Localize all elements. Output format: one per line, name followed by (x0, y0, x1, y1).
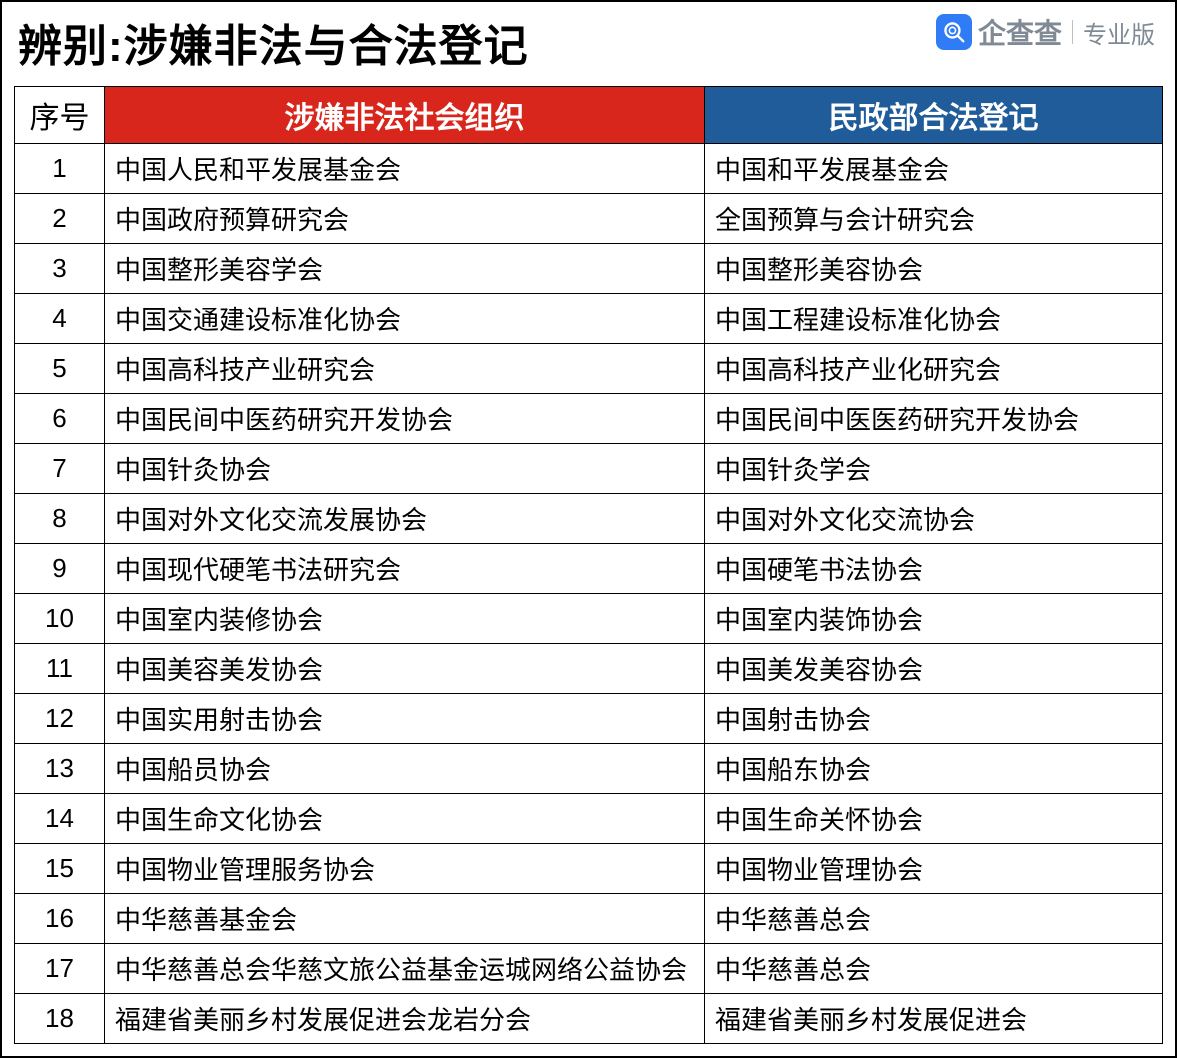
cell-illegal: 中国高科技产业研究会 (105, 344, 705, 394)
cell-legal: 中国生命关怀协会 (705, 794, 1163, 844)
cell-legal: 中国硬笔书法协会 (705, 544, 1163, 594)
cell-illegal: 中国实用射击协会 (105, 694, 705, 744)
table-row: 6中国民间中医药研究开发协会中国民间中医医药研究开发协会 (15, 394, 1163, 444)
cell-legal: 中国高科技产业化研究会 (705, 344, 1163, 394)
table-row: 3中国整形美容学会中国整形美容协会 (15, 244, 1163, 294)
cell-index: 16 (15, 894, 105, 944)
cell-legal: 中国对外文化交流协会 (705, 494, 1163, 544)
col-header-legal: 民政部合法登记 (705, 87, 1163, 144)
cell-illegal: 中国整形美容学会 (105, 244, 705, 294)
cell-index: 3 (15, 244, 105, 294)
cell-index: 7 (15, 444, 105, 494)
table-row: 16中华慈善基金会中华慈善总会 (15, 894, 1163, 944)
table-header: 序号 涉嫌非法社会组织 民政部合法登记 (15, 87, 1163, 144)
cell-legal: 全国预算与会计研究会 (705, 194, 1163, 244)
table-row: 11中国美容美发协会中国美发美容协会 (15, 644, 1163, 694)
cell-legal: 中国船东协会 (705, 744, 1163, 794)
cell-index: 1 (15, 144, 105, 194)
cell-legal: 中国和平发展基金会 (705, 144, 1163, 194)
cell-index: 10 (15, 594, 105, 644)
cell-illegal: 中国现代硬笔书法研究会 (105, 544, 705, 594)
cell-index: 9 (15, 544, 105, 594)
cell-legal: 中国民间中医医药研究开发协会 (705, 394, 1163, 444)
table-row: 17中华慈善总会华慈文旅公益基金运城网络公益协会中华慈善总会 (15, 944, 1163, 994)
table-row: 4中国交通建设标准化协会中国工程建设标准化协会 (15, 294, 1163, 344)
table-row: 10中国室内装修协会中国室内装饰协会 (15, 594, 1163, 644)
cell-illegal: 中国美容美发协会 (105, 644, 705, 694)
page-container: 辨别:涉嫌非法与合法登记 企查查 专业版 序号 涉嫌非法社会组织 民政部合法登记… (0, 0, 1177, 1058)
cell-illegal: 中国生命文化协会 (105, 794, 705, 844)
table-row: 12中国实用射击协会中国射击协会 (15, 694, 1163, 744)
cell-illegal: 中国对外文化交流发展协会 (105, 494, 705, 544)
cell-legal: 中国射击协会 (705, 694, 1163, 744)
cell-index: 4 (15, 294, 105, 344)
cell-illegal: 中华慈善总会华慈文旅公益基金运城网络公益协会 (105, 944, 705, 994)
qcc-logo-icon (936, 14, 972, 50)
table-row: 15中国物业管理服务协会中国物业管理协会 (15, 844, 1163, 894)
table-row: 18福建省美丽乡村发展促进会龙岩分会福建省美丽乡村发展促进会 (15, 994, 1163, 1044)
table-row: 9中国现代硬笔书法研究会中国硬笔书法协会 (15, 544, 1163, 594)
cell-legal: 中国整形美容协会 (705, 244, 1163, 294)
table-row: 5中国高科技产业研究会中国高科技产业化研究会 (15, 344, 1163, 394)
header: 辨别:涉嫌非法与合法登记 企查查 专业版 (2, 2, 1175, 86)
cell-illegal: 中国交通建设标准化协会 (105, 294, 705, 344)
table-row: 1中国人民和平发展基金会中国和平发展基金会 (15, 144, 1163, 194)
table-row: 13中国船员协会中国船东协会 (15, 744, 1163, 794)
cell-illegal: 中国民间中医药研究开发协会 (105, 394, 705, 444)
cell-illegal: 中国物业管理服务协会 (105, 844, 705, 894)
col-header-index: 序号 (15, 87, 105, 144)
cell-legal: 中华慈善总会 (705, 944, 1163, 994)
cell-index: 14 (15, 794, 105, 844)
table-row: 2中国政府预算研究会全国预算与会计研究会 (15, 194, 1163, 244)
cell-index: 8 (15, 494, 105, 544)
cell-index: 13 (15, 744, 105, 794)
cell-index: 15 (15, 844, 105, 894)
cell-legal: 中国美发美容协会 (705, 644, 1163, 694)
table-header-row: 序号 涉嫌非法社会组织 民政部合法登记 (15, 87, 1163, 144)
cell-illegal: 中国船员协会 (105, 744, 705, 794)
comparison-table: 序号 涉嫌非法社会组织 民政部合法登记 1中国人民和平发展基金会中国和平发展基金… (14, 86, 1163, 1044)
table-row: 14中国生命文化协会中国生命关怀协会 (15, 794, 1163, 844)
table-body: 1中国人民和平发展基金会中国和平发展基金会2中国政府预算研究会全国预算与会计研究… (15, 144, 1163, 1044)
cell-illegal: 中国政府预算研究会 (105, 194, 705, 244)
cell-illegal: 中国室内装修协会 (105, 594, 705, 644)
watermark: 企查查 专业版 (936, 12, 1155, 52)
cell-index: 18 (15, 994, 105, 1044)
cell-legal: 中国针灸学会 (705, 444, 1163, 494)
watermark-separator (1072, 20, 1073, 44)
cell-legal: 中国工程建设标准化协会 (705, 294, 1163, 344)
table-row: 7中国针灸协会中国针灸学会 (15, 444, 1163, 494)
cell-index: 11 (15, 644, 105, 694)
cell-illegal: 中华慈善基金会 (105, 894, 705, 944)
table-row: 8中国对外文化交流发展协会中国对外文化交流协会 (15, 494, 1163, 544)
cell-illegal: 中国针灸协会 (105, 444, 705, 494)
cell-index: 12 (15, 694, 105, 744)
cell-index: 2 (15, 194, 105, 244)
cell-legal: 中国室内装饰协会 (705, 594, 1163, 644)
cell-legal: 中国物业管理协会 (705, 844, 1163, 894)
cell-illegal: 中国人民和平发展基金会 (105, 144, 705, 194)
cell-legal: 中华慈善总会 (705, 894, 1163, 944)
watermark-brand: 企查查 (978, 12, 1062, 52)
cell-index: 6 (15, 394, 105, 444)
col-header-illegal: 涉嫌非法社会组织 (105, 87, 705, 144)
cell-illegal: 福建省美丽乡村发展促进会龙岩分会 (105, 994, 705, 1044)
cell-index: 5 (15, 344, 105, 394)
watermark-edition: 专业版 (1083, 15, 1155, 50)
cell-index: 17 (15, 944, 105, 994)
cell-legal: 福建省美丽乡村发展促进会 (705, 994, 1163, 1044)
